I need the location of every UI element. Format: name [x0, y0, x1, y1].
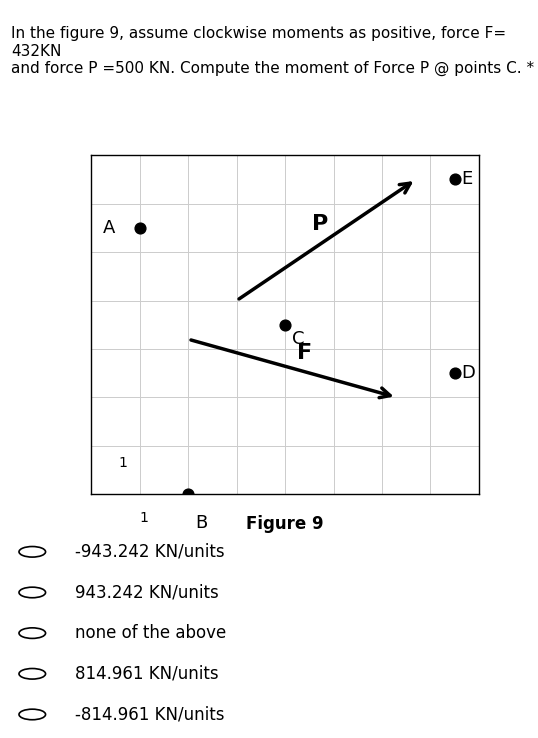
Point	[281, 319, 289, 331]
Text: F: F	[297, 342, 313, 362]
Point	[450, 173, 459, 185]
Text: A: A	[103, 219, 115, 237]
Text: E: E	[462, 170, 473, 188]
Text: Figure 9: Figure 9	[246, 514, 324, 533]
Text: 1: 1	[118, 456, 127, 470]
Text: 1: 1	[140, 511, 148, 525]
Point	[184, 489, 193, 500]
Text: B: B	[195, 514, 208, 531]
Text: -814.961 KN/units: -814.961 KN/units	[75, 706, 225, 723]
Text: D: D	[462, 364, 476, 382]
Text: none of the above: none of the above	[75, 624, 226, 642]
Text: In the figure 9, assume clockwise moments as positive, force F= 432KN
and force : In the figure 9, assume clockwise moment…	[11, 26, 534, 76]
Text: C: C	[292, 331, 305, 348]
Text: P: P	[312, 214, 328, 234]
Text: -943.242 KN/units: -943.242 KN/units	[75, 543, 225, 561]
Point	[450, 368, 459, 379]
Text: 943.242 KN/units: 943.242 KN/units	[75, 584, 219, 601]
Text: 814.961 KN/units: 814.961 KN/units	[75, 665, 219, 683]
Point	[136, 222, 144, 234]
